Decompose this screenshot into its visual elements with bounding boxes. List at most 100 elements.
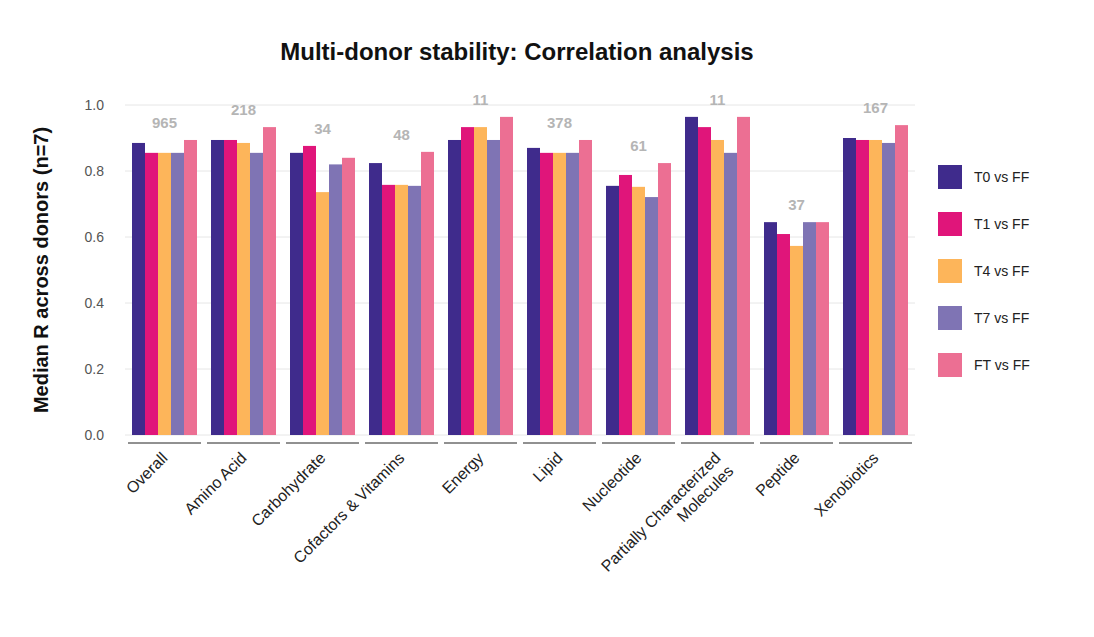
x-axis-segment [444,443,517,444]
bar [777,234,790,435]
x-axis-segment [602,443,675,444]
group-count: 11 [473,91,489,108]
x-axis-segment [681,443,754,444]
bar [316,192,329,435]
x-axis-segment [207,443,280,444]
x-axis-segment [128,443,201,444]
legend-swatch [938,353,962,377]
bar [224,140,237,435]
bar [790,246,803,435]
legend-swatch [938,306,962,330]
bar [869,140,882,435]
x-tick-label: Lipid [530,449,566,485]
bar [540,153,553,435]
group-count: 218 [231,101,256,118]
bar [882,143,895,435]
group-count: 965 [152,114,177,131]
bar [342,158,355,435]
bar [132,143,145,435]
legend-label: T1 vs FF [974,216,1029,232]
bar [711,140,724,435]
legend-label: FT vs FF [974,357,1030,373]
bar [724,153,737,435]
bar [500,117,513,435]
group-count: 48 [393,126,410,143]
bar [737,117,750,435]
bar [421,152,434,435]
group-count: 11 [710,91,726,108]
x-tick-label: Nucleotide [579,449,645,515]
x-axis-segment [286,443,359,444]
x-axis-segment [839,443,912,444]
x-tick-label: Partially CharacterizedMolecules [598,449,737,588]
legend-label: T0 vs FF [974,169,1029,185]
y-tick-label: 0.8 [85,163,105,179]
bar [645,197,658,435]
bar [764,222,777,435]
group-count: 34 [314,120,331,137]
bar [566,153,579,435]
bar [382,185,395,435]
legend-label: T4 vs FF [974,263,1029,279]
x-tick-label: Overall [123,449,171,497]
y-tick-label: 1.0 [85,97,105,113]
bar [685,117,698,435]
x-axis-segment [523,443,596,444]
bar [329,164,342,435]
group-count: 37 [788,196,805,213]
bar [487,140,500,435]
bar [632,187,645,435]
x-tick-label: Amino Acid [181,449,250,518]
x-tick-label: Energy [439,449,487,497]
bar [290,153,303,435]
bar [211,140,224,435]
bar [250,153,263,435]
bar [158,153,171,435]
legend-swatch [938,165,962,189]
bar [474,127,487,435]
legend-swatch [938,212,962,236]
bar [448,140,461,435]
bar [408,186,421,435]
bar [606,186,619,435]
chart: Multi-donor stability: Correlation analy… [0,0,1094,637]
bar [895,125,908,435]
x-tick-label: Peptide [752,449,802,499]
y-tick-label: 0.4 [85,295,105,311]
group-count: 378 [547,114,572,131]
x-axis-segment [760,443,833,444]
bar [619,175,632,435]
y-tick-label: 0.0 [85,427,105,443]
bars [132,117,908,435]
legend-swatch [938,259,962,283]
group-count: 61 [630,137,647,154]
bar [856,140,869,435]
bar [527,148,540,435]
bar [843,138,856,435]
bar [803,222,816,435]
bar [816,222,829,435]
bar [303,146,316,435]
bar [237,143,250,435]
y-tick-label: 0.6 [85,229,105,245]
bar [145,153,158,435]
bar [395,185,408,435]
x-axis-segment [365,443,438,444]
group-count: 167 [863,99,888,116]
title: Multi-donor stability: Correlation analy… [280,38,753,65]
x-tick-label: Cofactors & Vitamins [290,449,407,566]
x-tick-label: Carbohydrate [248,449,329,530]
bar [369,163,382,435]
x-tick-label: Xenobiotics [811,449,882,520]
bar [461,127,474,435]
y-axis-label: Median R across donors (n=7) [30,127,52,413]
legend-label: T7 vs FF [974,310,1029,326]
y-tick-label: 0.2 [85,361,105,377]
bar [658,163,671,435]
bar [579,140,592,435]
bar [184,140,197,435]
bar [553,153,566,435]
bar [263,127,276,435]
bar [698,127,711,435]
bar [171,153,184,435]
